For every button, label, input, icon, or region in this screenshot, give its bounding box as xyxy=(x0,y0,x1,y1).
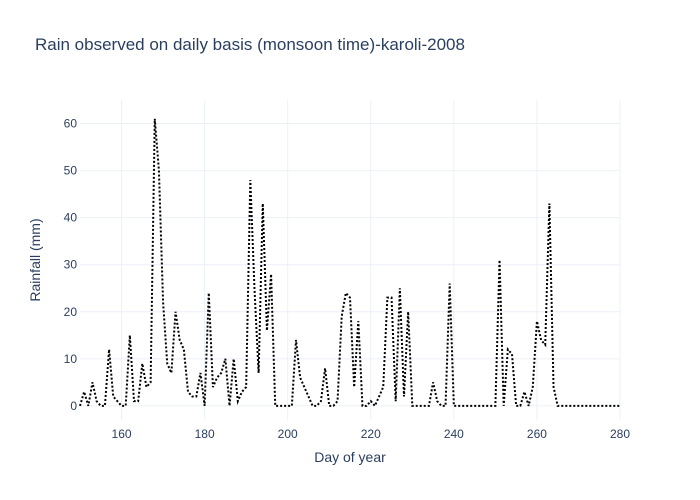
y-tick-label-50: 50 xyxy=(64,164,78,178)
chart-title: Rain observed on daily basis (monsoon ti… xyxy=(35,35,465,54)
grid-lines xyxy=(80,100,621,420)
x-axis-ticks: 160 180 200 220 240 260 280 xyxy=(112,427,631,441)
x-tick-label-160: 160 xyxy=(112,427,132,441)
y-tick-label-0: 0 xyxy=(70,399,77,413)
series-layer xyxy=(79,118,620,408)
y-axis-ticks: 0 10 20 30 40 50 60 xyxy=(64,117,78,413)
x-tick-label-180: 180 xyxy=(195,427,215,441)
x-tick-label-200: 200 xyxy=(278,427,298,441)
y-tick-label-30: 30 xyxy=(64,258,78,272)
x-tick-label-280: 280 xyxy=(610,427,630,441)
y-tick-label-20: 20 xyxy=(64,305,78,319)
series-line-rainfall xyxy=(79,118,620,408)
x-tick-label-260: 260 xyxy=(527,427,547,441)
y-tick-label-60: 60 xyxy=(64,117,78,131)
x-tick-label-220: 220 xyxy=(361,427,381,441)
y-axis-title: Rainfall (mm) xyxy=(27,218,43,301)
y-tick-label-10: 10 xyxy=(64,352,78,366)
y-tick-label-40: 40 xyxy=(64,211,78,225)
x-tick-label-240: 240 xyxy=(444,427,464,441)
x-axis-title: Day of year xyxy=(314,449,386,465)
